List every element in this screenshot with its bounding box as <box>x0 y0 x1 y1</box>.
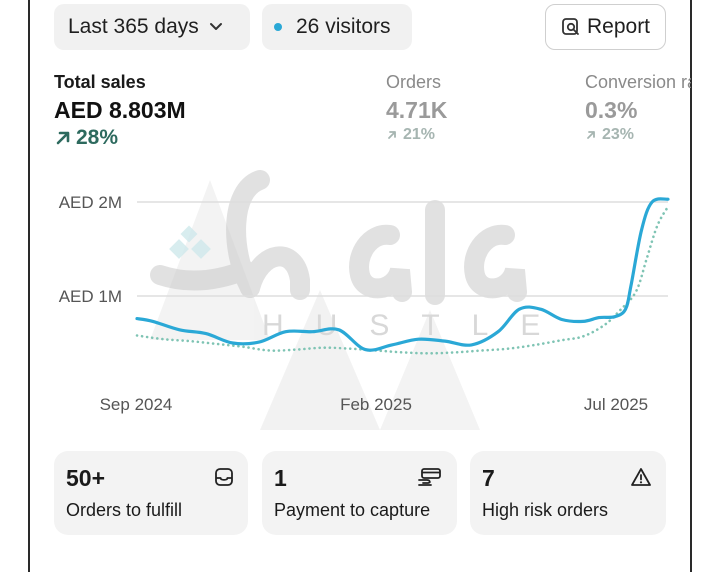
sales-line-chart: AED 1M AED 2M Sep 2024 Feb 2025 Jul 2025 <box>59 193 670 414</box>
brand-watermark-logo: HUSTLE <box>150 170 540 430</box>
total-sales-value: AED 8.803M <box>54 97 186 123</box>
x-tick-label: Jul 2025 <box>584 395 648 414</box>
orders-change-value: 21% <box>403 126 436 143</box>
inbox-icon <box>215 468 233 486</box>
payment-to-capture-card[interactable]: 1 Payment to capture <box>262 451 457 535</box>
arrow-up-right-icon <box>56 131 70 145</box>
report-button[interactable]: Report <box>545 4 666 50</box>
total-sales-label: Total sales <box>54 72 146 92</box>
conversion-change: 23% <box>585 126 691 144</box>
x-tick-label: Feb 2025 <box>340 395 412 414</box>
total-sales-change: 28% <box>54 126 186 150</box>
report-search-icon <box>562 18 579 35</box>
visitors-label: 26 visitors <box>296 15 391 38</box>
orders-to-fulfill-count: 50+ <box>66 465 106 491</box>
report-button-label: Report <box>586 15 651 38</box>
orders-value: 4.71K <box>386 97 448 123</box>
metric-conversion-rate[interactable]: Conversion rate 0.3% 23% <box>585 72 691 144</box>
high-risk-orders-count: 7 <box>482 465 495 491</box>
orders-label: Orders <box>386 72 442 92</box>
date-range-label: Last 365 days <box>68 15 199 38</box>
warning-icon <box>631 468 651 486</box>
high-risk-orders-caption: High risk orders <box>482 500 609 520</box>
date-range-selector[interactable]: Last 365 days <box>54 4 250 50</box>
conversion-change-value: 23% <box>602 126 635 143</box>
live-dot-icon <box>274 23 282 31</box>
orders-change: 21% <box>386 126 447 144</box>
series-line-previous-period <box>135 205 670 355</box>
payment-to-capture-caption: Payment to capture <box>274 500 431 520</box>
series-line-current-period <box>135 197 670 352</box>
device-frame-left-edge <box>28 0 30 572</box>
arrow-up-right-icon <box>388 131 396 139</box>
x-tick-label: Sep 2024 <box>100 395 173 414</box>
y-tick-label: AED 2M <box>59 193 122 212</box>
conversion-value: 0.3% <box>585 97 638 123</box>
payment-to-capture-count: 1 <box>274 465 287 491</box>
metric-total-sales[interactable]: Total sales AED 8.803M 28% <box>54 72 186 150</box>
metric-orders[interactable]: Orders 4.71K 21% <box>386 72 447 144</box>
orders-to-fulfill-caption: Orders to fulfill <box>66 500 183 520</box>
y-tick-label: AED 1M <box>59 287 122 306</box>
high-risk-orders-card[interactable]: 7 High risk orders <box>470 451 666 535</box>
device-frame-right-edge <box>690 0 692 572</box>
chevron-down-icon <box>209 22 223 32</box>
orders-to-fulfill-card[interactable]: 50+ Orders to fulfill <box>54 451 248 535</box>
conversion-label: Conversion rate <box>585 72 691 92</box>
total-sales-change-value: 28% <box>76 126 119 149</box>
payment-icon <box>418 468 441 486</box>
visitors-selector[interactable]: 26 visitors <box>262 4 412 50</box>
arrow-up-right-icon <box>587 131 595 139</box>
